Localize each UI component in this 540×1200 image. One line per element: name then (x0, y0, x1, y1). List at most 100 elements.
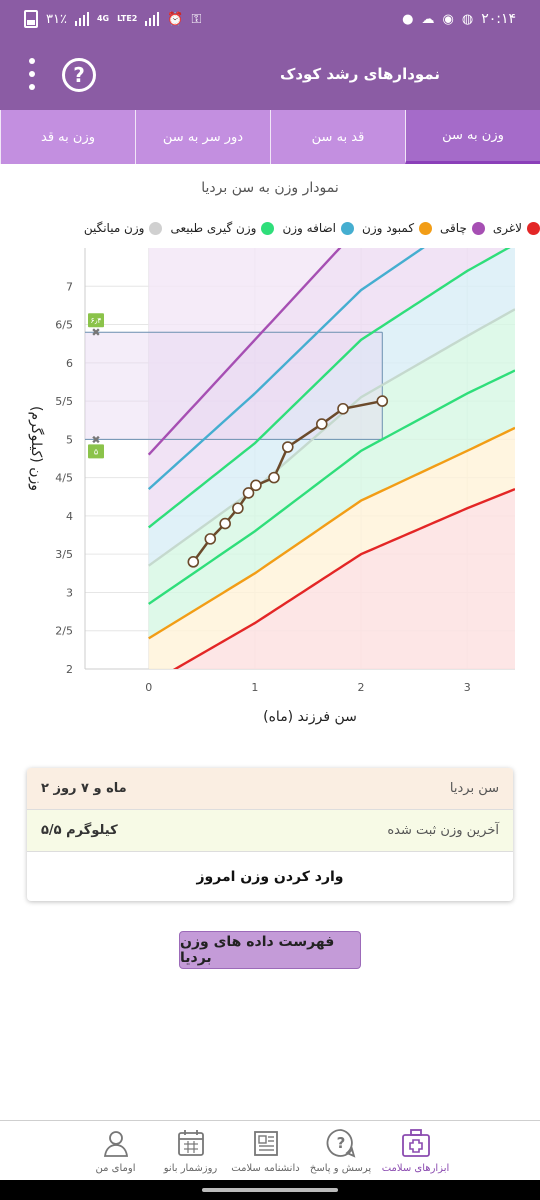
overflow-menu-icon[interactable] (22, 58, 42, 90)
key-icon: ⚿ (191, 11, 202, 27)
page-title: نمودارهای رشد کودک (279, 65, 440, 83)
range-marker-badge (88, 444, 104, 459)
child-weight-point[interactable] (187, 556, 200, 568)
child-weight-point[interactable] (250, 479, 262, 492)
legend-label: لاغری (492, 221, 522, 235)
child-weight-point[interactable] (376, 395, 389, 407)
nav-label: اومای من (95, 1163, 136, 1174)
tab-weight-for-age[interactable]: وزن به سن (405, 110, 540, 164)
legend-dot (419, 221, 433, 235)
child-weight-point[interactable] (268, 471, 280, 484)
reference-bands (85, 248, 515, 669)
range-marker-label: ۶٫۴ (90, 316, 101, 325)
legend-item-obese[interactable]: چاقی (440, 221, 485, 235)
weight-list-button[interactable]: فهرست داده های وزن بردیا (179, 931, 361, 969)
reference-curve-1 (148, 426, 515, 640)
nav-label: ابزارهای سلامت (381, 1163, 450, 1174)
chart-legend: لاغری چاقی کمبود وزن اضافه وزن وزن گیری … (0, 216, 540, 240)
help-button[interactable]: ? (62, 58, 96, 92)
child-weight-point[interactable] (281, 441, 294, 453)
dot-icon: ● (402, 11, 414, 27)
svg-text:?: ? (336, 1134, 345, 1152)
battery-icon (24, 10, 38, 28)
legend-label: وزن میانگین (83, 221, 145, 235)
tab-height-for-age[interactable]: قد به سن (270, 110, 405, 164)
x-tick-label: 3 (464, 681, 471, 694)
y-tick-label: 3 (66, 586, 73, 599)
child-weight-point[interactable] (315, 418, 328, 430)
system-navigation-bar (0, 1180, 540, 1200)
legend-dot (149, 221, 163, 235)
growth-chart[interactable]: ✖۶٫۴✖۵22/533/544/555/566/570 1 2 3سن فرزند … (0, 240, 540, 740)
recommended-range-rect (85, 332, 383, 440)
child-weight-point[interactable] (204, 533, 217, 545)
network-type-4g: 4G (96, 14, 110, 23)
legend-dot (527, 221, 540, 235)
child-weight-point[interactable] (242, 487, 255, 499)
chart-tabs: وزن به سن قد به سن دور سر به سن وزن به ق… (0, 110, 540, 164)
age-value: ۲ ماه و ۷ روز (41, 781, 127, 796)
child-weight-point[interactable] (232, 502, 244, 515)
nav-item-encyclopedia[interactable]: دانشنامه سلامت (228, 1121, 303, 1181)
age-label: سن بردیا (449, 781, 499, 796)
y-tick-label: 5/5 (55, 395, 73, 408)
enter-today-weight-button[interactable]: وارد کردن وزن امروز (196, 868, 344, 885)
last-weight-label: آخرین وزن ثبت شده (387, 823, 499, 838)
tab-head-circumference-for-age[interactable]: دور سر به سن (135, 110, 270, 164)
question-icon: ? (326, 1129, 355, 1158)
band-2 (148, 309, 515, 604)
bottom-navigation: اومای من روزشمار بانو (0, 1120, 540, 1180)
alarm-icon: ⏰ (167, 11, 184, 27)
whatsapp-icon: ◉ (442, 11, 454, 27)
info-card: ۲ ماه و ۷ روز سن بردیا ۵/۵ کیلوگرم آخرین… (27, 768, 513, 901)
band-0 (148, 427, 515, 669)
y-tick-label: 3/5 (55, 548, 73, 561)
chart-title: نمودار وزن به سن بردیا (201, 180, 339, 196)
nav-label: دانشنامه سلامت (231, 1163, 300, 1174)
legend-item-average-weight[interactable]: وزن میانگین (84, 221, 163, 235)
band-3 (148, 248, 515, 566)
x-tick-label: 0 (145, 681, 152, 694)
x-tick-label: 1 (251, 681, 258, 694)
range-marker-x: ✖ (91, 433, 100, 446)
battery-level: ۳۱٪ (46, 11, 67, 27)
x-tick-label: 2 (358, 681, 365, 694)
encyclopedia-icon (253, 1131, 278, 1156)
reference-curve-5 (147, 248, 425, 491)
profile-icon (103, 1131, 128, 1157)
signal-icon-2 (145, 12, 160, 26)
band-1 (148, 370, 515, 639)
legend-label: چاقی (440, 221, 467, 235)
legend-item-underweight-severe[interactable]: لاغری (493, 221, 540, 235)
reference-curve-3 (148, 308, 515, 567)
last-weight-row: ۵/۵ کیلوگرم آخرین وزن ثبت شده (27, 810, 513, 852)
legend-item-underweight[interactable]: کمبود وزن (362, 221, 433, 235)
x-axis-title: سن فرزند (ماه) (263, 709, 357, 725)
home-gesture-bar[interactable] (202, 1188, 338, 1192)
medical-kit-icon (401, 1129, 430, 1157)
legend-item-normal-gain[interactable]: وزن گیری طبیعی (170, 221, 275, 235)
nav-item-q-and-a[interactable]: ? پرسش و پاسخ (303, 1121, 378, 1181)
reference-curve-4 (147, 248, 511, 529)
legend-item-overweight[interactable]: اضافه وزن (282, 221, 355, 235)
band-severe-underweight (148, 489, 515, 669)
signal-icon (74, 12, 89, 26)
legend-dot (341, 221, 355, 235)
status-left: ۳۱٪ 4G LTE2 ⏰ ⚿ (24, 10, 201, 28)
range-marker-badge (88, 313, 104, 328)
calendar-icon (177, 1130, 204, 1156)
notification-icon: ◍ (461, 11, 474, 27)
legend-dot (261, 221, 275, 235)
y-tick-label: 6/5 (55, 319, 73, 332)
nav-label: روزشمار بانو (163, 1163, 218, 1174)
nav-item-calendar[interactable]: روزشمار بانو (153, 1121, 228, 1181)
y-tick-label: 2/5 (55, 625, 73, 638)
range-marker-label: ۵ (94, 447, 98, 456)
tab-weight-for-height[interactable]: وزن به قد (0, 110, 135, 164)
child-weight-point[interactable] (337, 402, 349, 415)
nav-item-my-profile[interactable]: اومای من (78, 1121, 153, 1181)
cloud-icon: ☁ (421, 11, 435, 27)
child-weight-point[interactable] (219, 517, 231, 530)
nav-item-health-tools[interactable]: ابزارهای سلامت (378, 1121, 453, 1181)
